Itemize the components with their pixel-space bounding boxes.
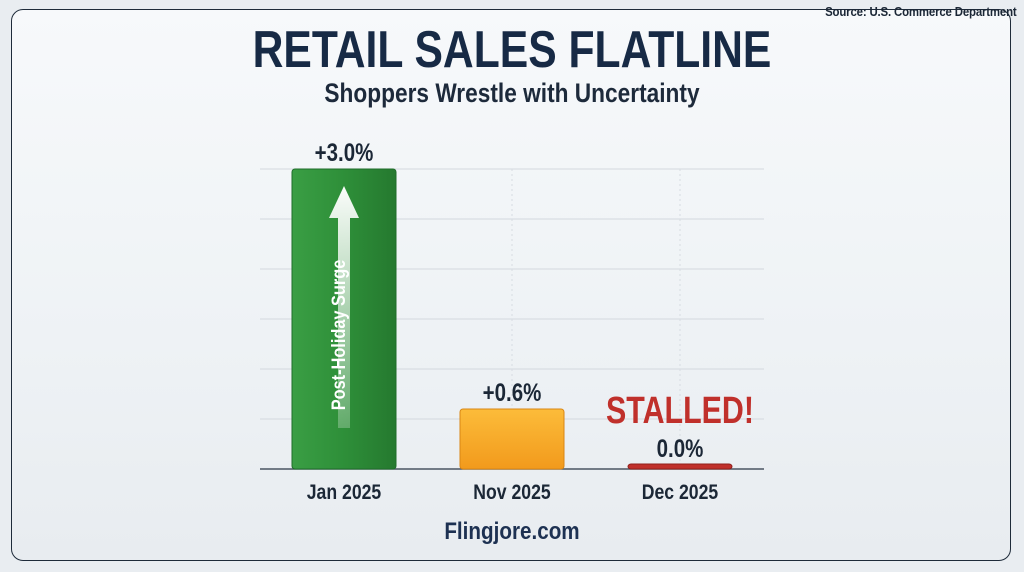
bar-annotation: Post-Holiday Surge	[328, 260, 349, 411]
stalled-callout: STALLED!	[606, 390, 754, 432]
data-label: +0.6%	[483, 378, 542, 406]
up-arrow-icon	[329, 186, 359, 428]
tick-label: Nov 2025	[473, 481, 551, 505]
data-label: +3.0%	[315, 138, 374, 166]
data-label: 0.0%	[657, 434, 704, 462]
footer-site: Flingjore.com	[444, 518, 580, 545]
bar-dec-2025	[627, 463, 733, 470]
source-note: Source: U.S. Commerce Department	[825, 4, 1018, 19]
bar-nov-2025	[459, 408, 565, 470]
tick-label: Dec 2025	[642, 481, 719, 505]
chart-subtitle: Shoppers Wrestle with Uncertainty	[324, 78, 700, 108]
chart-title: RETAIL SALES FLATLINE	[252, 21, 772, 79]
tick-label: Jan 2025	[307, 481, 382, 505]
